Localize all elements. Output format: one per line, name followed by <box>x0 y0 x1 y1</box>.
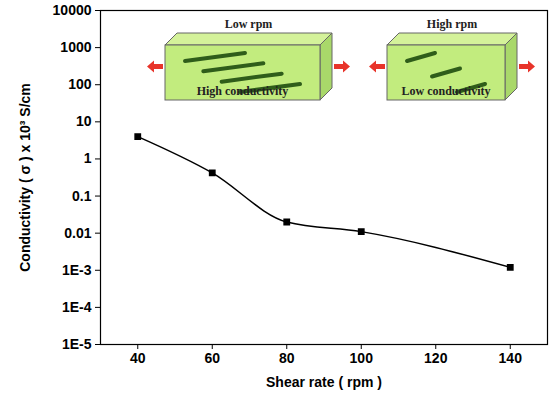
svg-text:High rpm: High rpm <box>427 17 477 31</box>
svg-text:1E-3: 1E-3 <box>62 262 92 278</box>
svg-text:Shear rate ( rpm ): Shear rate ( rpm ) <box>266 374 382 390</box>
svg-text:Low conductivity: Low conductivity <box>401 84 490 98</box>
svg-text:1E-5: 1E-5 <box>62 336 92 352</box>
svg-text:High conductivity: High conductivity <box>197 84 289 98</box>
svg-text:Conductivity ( σ ) x 10³ S/cm: Conductivity ( σ ) x 10³ S/cm <box>17 83 33 272</box>
svg-text:140: 140 <box>499 350 523 366</box>
svg-text:80: 80 <box>279 350 295 366</box>
svg-text:1E-4: 1E-4 <box>62 299 92 315</box>
svg-text:40: 40 <box>130 350 146 366</box>
svg-text:120: 120 <box>424 350 448 366</box>
svg-text:10000: 10000 <box>53 2 92 18</box>
svg-text:0.01: 0.01 <box>64 225 91 241</box>
svg-text:60: 60 <box>204 350 220 366</box>
svg-text:1: 1 <box>84 150 92 166</box>
svg-text:100: 100 <box>68 76 92 92</box>
svg-text:0.1: 0.1 <box>72 188 92 204</box>
svg-text:Low rpm: Low rpm <box>225 17 273 31</box>
svg-text:10: 10 <box>76 113 92 129</box>
svg-text:100: 100 <box>350 350 374 366</box>
svg-text:1000: 1000 <box>60 39 91 55</box>
